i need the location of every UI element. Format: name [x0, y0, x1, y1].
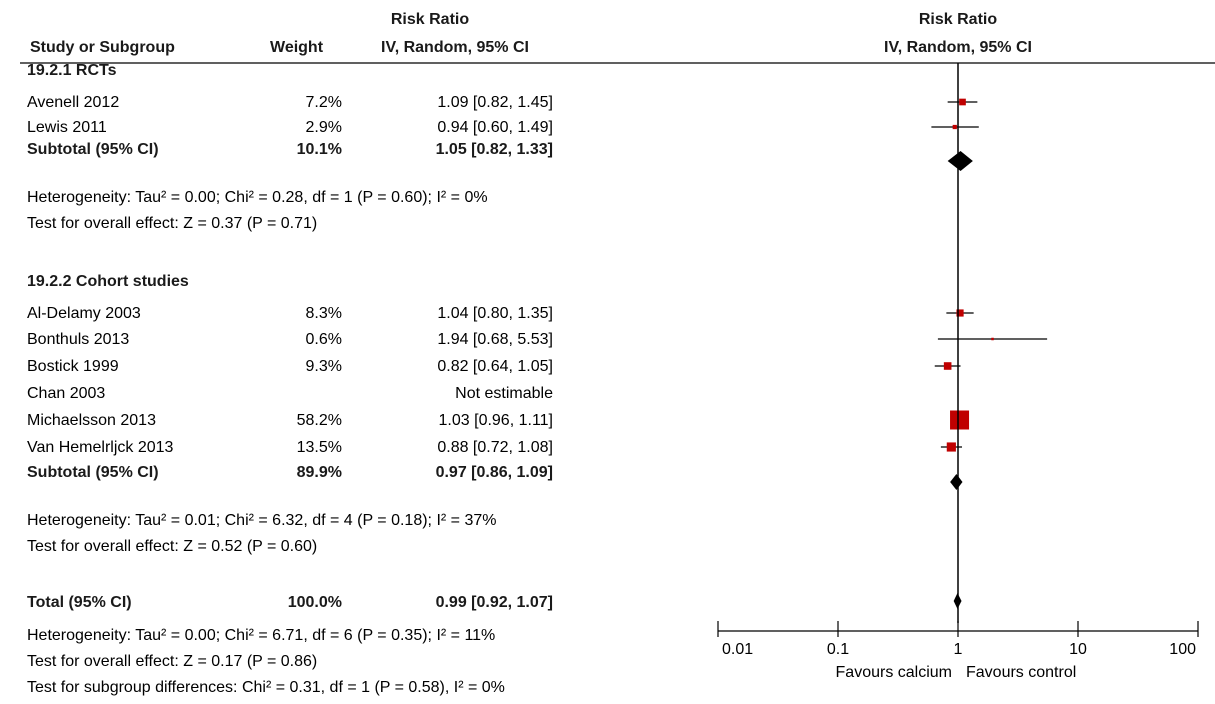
subgroup: 19.2.2 Cohort studies Al-Delamy 2003 8.3% 1… — [27, 273, 553, 555]
study-row: Chan 2003 Not estimable — [27, 385, 553, 402]
study-ci: 0.82 [0.64, 1.05] — [437, 358, 553, 375]
study-weight: 13.5% — [297, 439, 342, 456]
study-weight: 7.2% — [306, 94, 342, 111]
subgroup-title: 19.2.1 RCTs — [27, 62, 117, 79]
study-name: Bostick 1999 — [27, 358, 119, 375]
effect-square — [956, 309, 964, 317]
study-name: Bonthuls 2013 — [27, 331, 129, 348]
axis-tick-label: 100 — [1169, 641, 1196, 658]
overall-effect-text: Test for overall effect: Z = 0.52 (P = 0… — [27, 538, 317, 555]
study-row: Al-Delamy 2003 8.3% 1.04 [0.80, 1.35] — [27, 305, 553, 322]
subtotal-label: Subtotal (95% CI) — [27, 141, 159, 158]
total-ci: 0.99 [0.92, 1.07] — [436, 594, 553, 611]
study-row: Michaelsson 2013 58.2% 1.03 [0.96, 1.11] — [27, 412, 553, 429]
subtotal-ci: 1.05 [0.82, 1.33] — [436, 141, 553, 158]
plot-subtitle: IV, Random, 95% CI — [884, 39, 1032, 56]
forest-marks — [931, 98, 1048, 609]
study-row: Lewis 2011 2.9% 0.94 [0.60, 1.49] — [27, 119, 553, 136]
subtotal-weight: 89.9% — [297, 464, 342, 481]
study-ci: 1.09 [0.82, 1.45] — [437, 94, 553, 111]
study-name: Van Hemelrljck 2013 — [27, 439, 174, 456]
study-weight: 2.9% — [306, 119, 342, 136]
total-label: Total (95% CI) — [27, 594, 132, 611]
study-row: Bostick 1999 9.3% 0.82 [0.64, 1.05] — [27, 358, 553, 375]
axis-tick-label: 10 — [1069, 641, 1087, 658]
study-name: Al-Delamy 2003 — [27, 305, 141, 322]
axis-tick-label: 0.1 — [827, 641, 849, 658]
heterogeneity-text: Heterogeneity: Tau² = 0.01; Chi² = 6.32,… — [27, 512, 496, 529]
subgroup-title: 19.2.2 Cohort studies — [27, 273, 189, 290]
study-column-header: Study or Subgroup — [30, 39, 175, 56]
study-ci: 1.94 [0.68, 5.53] — [437, 331, 553, 348]
axis-tick-label: 0.01 — [722, 641, 753, 658]
pooled-diamond — [947, 151, 973, 171]
study-row: Avenell 2012 7.2% 1.09 [0.82, 1.45] — [27, 94, 553, 111]
favours-left-label: Favours calcium — [836, 664, 952, 681]
subtotal-label: Subtotal (95% CI) — [27, 464, 159, 481]
risk-ratio-column-title: Risk Ratio — [391, 11, 469, 28]
total-overall-effect-text: Test for overall effect: Z = 0.17 (P = 0… — [27, 653, 317, 670]
x-axis: 0.01 0.1 1 10 100 Favours calcium Favours cont… — [717, 63, 1199, 681]
total-heterogeneity-text: Heterogeneity: Tau² = 0.00; Chi² = 6.71,… — [27, 627, 495, 644]
heterogeneity-text: Heterogeneity: Tau² = 0.00; Chi² = 0.28,… — [27, 189, 488, 206]
study-weight: 9.3% — [306, 358, 342, 375]
study-name: Lewis 2011 — [27, 119, 107, 136]
subtotal-weight: 10.1% — [297, 141, 342, 158]
study-weight: 58.2% — [297, 412, 342, 429]
study-row: Van Hemelrljck 2013 13.5% 0.88 [0.72, 1.08… — [27, 439, 553, 456]
study-ci: 1.04 [0.80, 1.35] — [437, 305, 553, 322]
forest-rows: 19.2.1 RCTs Avenell 2012 7.2% 1.09 [0.82, 1… — [27, 62, 553, 696]
effect-square — [991, 337, 994, 341]
ci-column-header: IV, Random, 95% CI — [381, 39, 529, 56]
effect-square — [952, 124, 957, 130]
study-ci: 1.03 [0.96, 1.11] — [439, 412, 553, 429]
overall-effect-text: Test for overall effect: Z = 0.37 (P = 0… — [27, 215, 317, 232]
axis-tick-label: 1 — [954, 641, 963, 658]
study-weight: 0.6% — [306, 331, 342, 348]
effect-square — [959, 98, 966, 106]
total-weight: 100.0% — [288, 594, 342, 611]
study-weight: 8.3% — [306, 305, 342, 322]
effect-square — [943, 362, 952, 370]
subtotal-ci: 0.97 [0.86, 1.09] — [436, 464, 553, 481]
favours-right-label: Favours control — [966, 664, 1076, 681]
study-name: Chan 2003 — [27, 385, 105, 402]
subgroup: 19.2.1 RCTs Avenell 2012 7.2% 1.09 [0.82, 1… — [27, 62, 553, 232]
study-name: Avenell 2012 — [27, 94, 119, 111]
effect-square — [946, 442, 956, 452]
study-name: Michaelsson 2013 — [27, 412, 156, 429]
effect-square — [950, 410, 970, 430]
study-ci: 0.94 [0.60, 1.49] — [437, 119, 553, 136]
pooled-diamond — [950, 474, 963, 490]
study-row: Bonthuls 2013 0.6% 1.94 [0.68, 5.53] — [27, 331, 553, 348]
subgroup-differences-text: Test for subgroup differences: Chi² = 0.… — [27, 679, 505, 696]
weight-column-header: Weight — [270, 39, 324, 56]
study-ci: Not estimable — [455, 385, 553, 402]
study-ci: 0.88 [0.72, 1.08] — [437, 439, 553, 456]
plot-title: Risk Ratio — [919, 11, 997, 28]
